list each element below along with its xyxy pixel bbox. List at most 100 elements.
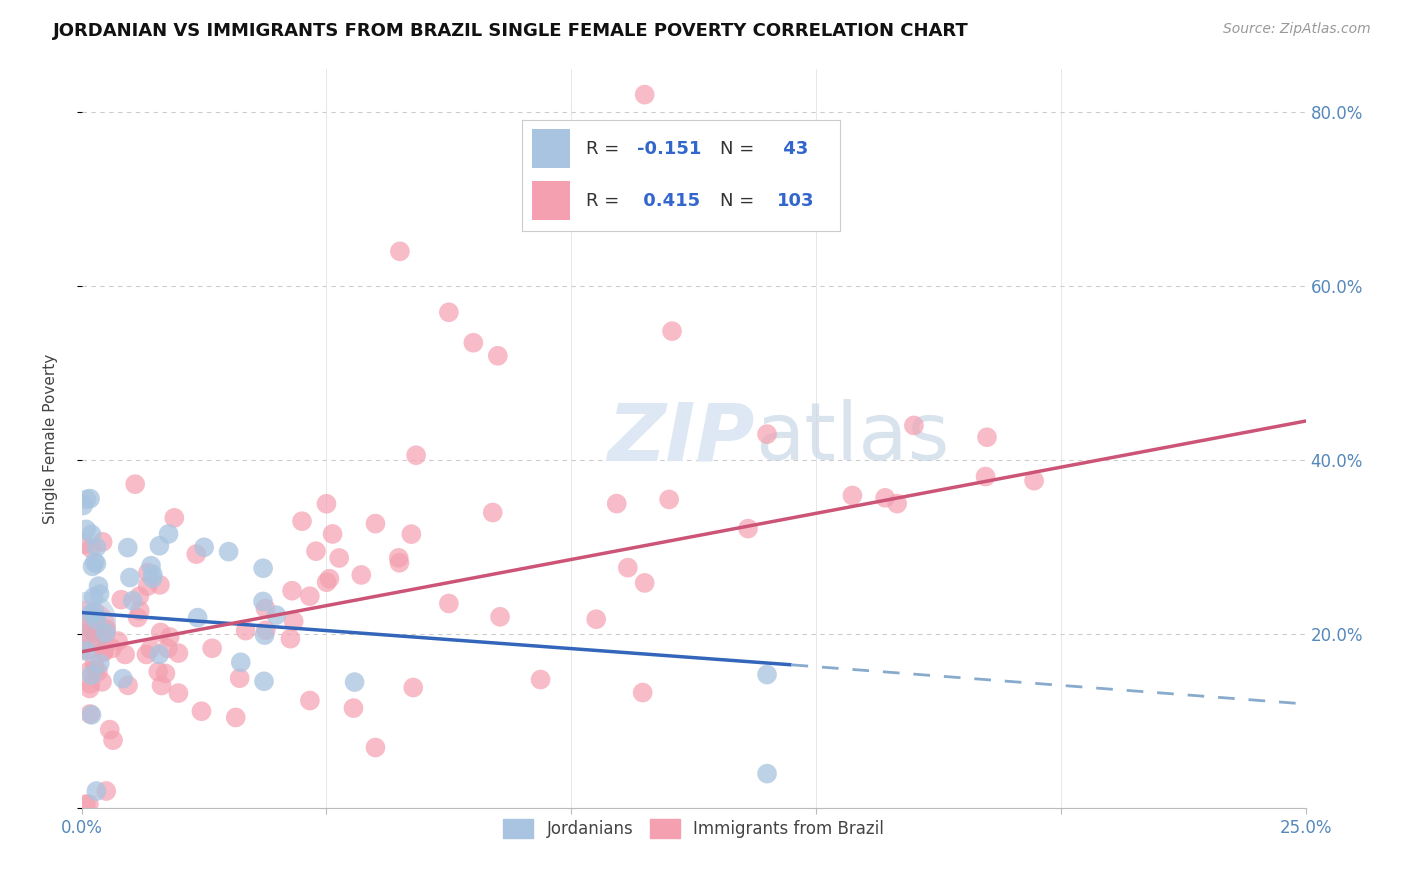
Point: [235, 624, 257, 638]
Point: [634, 87, 657, 102]
Point: [101, 733, 124, 747]
Point: [94, 622, 117, 636]
Point: [84, 610, 107, 624]
Point: [142, 567, 165, 582]
Point: [86, 784, 108, 798]
Point: [89, 657, 111, 671]
Point: [79, 706, 101, 721]
Point: [342, 701, 364, 715]
Point: [315, 497, 337, 511]
Point: [1022, 474, 1045, 488]
Point: [281, 583, 304, 598]
Point: [93, 645, 115, 659]
Point: [80, 707, 103, 722]
Point: [886, 497, 908, 511]
Point: [218, 544, 240, 558]
Point: [80, 668, 103, 682]
Point: [149, 578, 172, 592]
Point: [80, 607, 103, 621]
Point: [148, 539, 170, 553]
Point: [298, 693, 321, 707]
Point: [73, 537, 96, 551]
Point: [94, 625, 117, 640]
Point: [76, 625, 98, 640]
Point: [83, 657, 105, 671]
Point: [139, 558, 162, 573]
Point: [77, 797, 100, 811]
Point: [364, 740, 387, 755]
Point: [101, 641, 124, 656]
Point: [73, 618, 96, 632]
Point: [315, 575, 337, 590]
Point: [110, 592, 132, 607]
Point: [111, 672, 134, 686]
Point: [437, 597, 460, 611]
Text: ZIP: ZIP: [607, 400, 755, 477]
Point: [903, 418, 925, 433]
Text: Source: ZipAtlas.com: Source: ZipAtlas.com: [1223, 22, 1371, 37]
Point: [190, 704, 212, 718]
Point: [875, 491, 897, 505]
Point: [121, 593, 143, 607]
Point: [86, 541, 108, 555]
Point: [84, 632, 107, 646]
Point: [201, 641, 224, 656]
Point: [135, 648, 157, 662]
Point: [76, 615, 98, 629]
Point: [388, 556, 411, 570]
Point: [148, 648, 170, 662]
Point: [364, 516, 387, 531]
Point: [75, 644, 97, 658]
Point: [91, 674, 114, 689]
Point: [91, 534, 114, 549]
Point: [93, 644, 115, 658]
Point: [280, 632, 302, 646]
Point: [79, 677, 101, 691]
Point: [402, 681, 425, 695]
Point: [79, 681, 101, 696]
Point: [388, 550, 411, 565]
Point: [98, 723, 121, 737]
Point: [76, 492, 98, 507]
Point: [156, 641, 179, 656]
Point: [82, 559, 104, 574]
Point: [343, 675, 366, 690]
Point: [658, 492, 681, 507]
Point: [117, 541, 139, 555]
Point: [155, 666, 177, 681]
Point: [148, 665, 170, 679]
Point: [139, 642, 162, 657]
Point: [89, 587, 111, 601]
Point: [107, 634, 129, 648]
Legend: Jordanians, Immigrants from Brazil: Jordanians, Immigrants from Brazil: [496, 812, 891, 845]
Point: [86, 557, 108, 571]
Point: [187, 610, 209, 624]
Point: [150, 679, 173, 693]
Point: [124, 477, 146, 491]
Point: [80, 541, 103, 556]
Text: JORDANIAN VS IMMIGRANTS FROM BRAZIL SINGLE FEMALE POVERTY CORRELATION CHART: JORDANIAN VS IMMIGRANTS FROM BRAZIL SING…: [53, 22, 969, 40]
Point: [167, 686, 190, 700]
Point: [350, 568, 373, 582]
Point: [83, 625, 105, 640]
Point: [974, 469, 997, 483]
Point: [117, 678, 139, 692]
Point: [252, 594, 274, 608]
Point: [291, 514, 314, 528]
Point: [128, 589, 150, 603]
Point: [841, 488, 863, 502]
Point: [79, 664, 101, 678]
Point: [252, 561, 274, 575]
Point: [756, 667, 779, 681]
Point: [463, 335, 485, 350]
Point: [193, 541, 215, 555]
Y-axis label: Single Female Poverty: Single Female Poverty: [44, 353, 58, 524]
Point: [75, 797, 97, 811]
Point: [388, 244, 411, 259]
Point: [87, 665, 110, 679]
Point: [631, 685, 654, 699]
Point: [756, 766, 779, 780]
Point: [114, 648, 136, 662]
Point: [976, 430, 998, 444]
Point: [634, 576, 657, 591]
